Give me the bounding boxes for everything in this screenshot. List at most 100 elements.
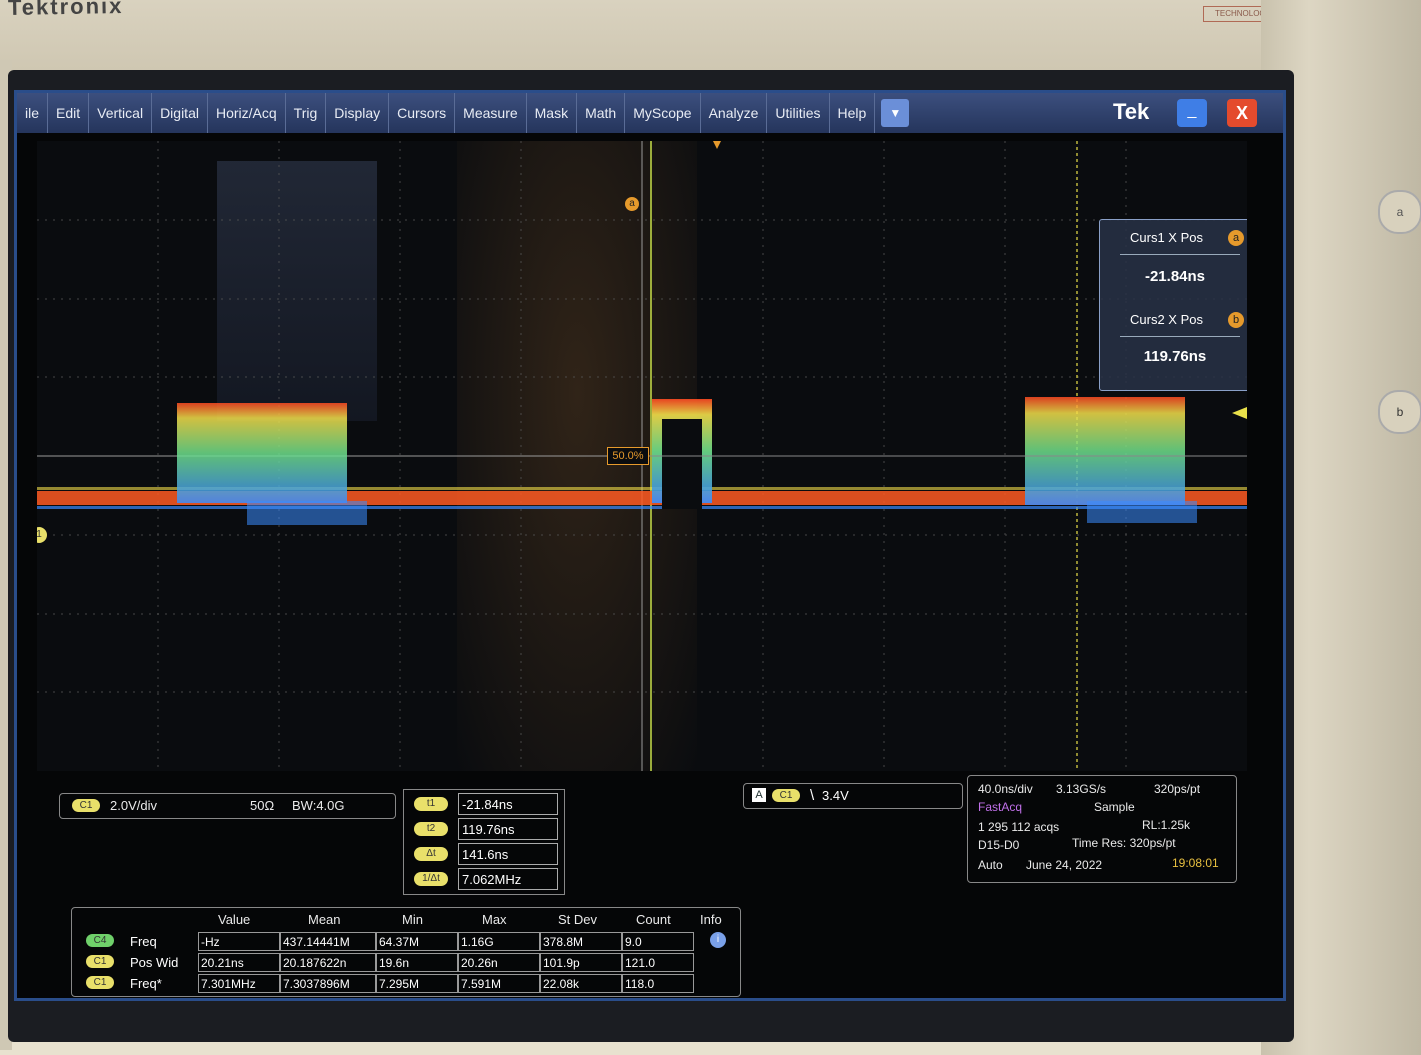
meas-cell: 121.0 xyxy=(622,953,694,972)
meas-header: Min xyxy=(402,912,423,927)
cursor-row-value: 141.6ns xyxy=(458,843,558,865)
cursor-row-tag: t2 xyxy=(414,822,448,836)
menu-measure[interactable]: Measure xyxy=(455,93,527,133)
burst-left-tail xyxy=(247,501,367,525)
cursor-row: t2 119.76ns xyxy=(404,817,564,841)
meas-header: Max xyxy=(482,912,507,927)
meas-cell: 101.9p xyxy=(540,953,622,972)
meas-row-label: Pos Wid xyxy=(130,955,179,970)
channel-scale: 2.0V/div xyxy=(110,798,157,813)
record-length: RL:1.25k xyxy=(1142,818,1191,832)
burst-left xyxy=(177,403,347,503)
sample-mode: Sample xyxy=(1094,800,1135,814)
meas-row-label: Freq* xyxy=(130,976,162,991)
meas-cell: 1.16G xyxy=(458,932,540,951)
grid-lines xyxy=(37,141,1247,771)
meas-header: Count xyxy=(636,912,671,927)
meas-cell: 64.37M xyxy=(376,932,458,951)
meas-cell: 9.0 xyxy=(622,932,694,951)
meas-row-tag: C1 xyxy=(86,955,114,968)
cursor-readout-box: Curs1 X Pos a -21.84ns Curs2 X Pos b 119… xyxy=(1099,219,1247,391)
brand-text: Tektronix xyxy=(7,0,124,21)
cursor-measurement-table: t1 -21.84ns t2 119.76ns Δt 141.6ns 1/Δt … xyxy=(403,789,565,895)
meas-cell: 20.21ns xyxy=(198,953,280,972)
cursor-a-marker[interactable]: a xyxy=(625,197,639,211)
cursor-row-tag: 1/Δt xyxy=(414,872,448,886)
meas-row-tag: C1 xyxy=(86,976,114,989)
pulse-gap xyxy=(662,419,702,509)
menu-trig[interactable]: Trig xyxy=(286,93,327,133)
close-button[interactable]: X xyxy=(1227,99,1257,127)
trigger-mode: Auto xyxy=(978,858,1003,872)
trigger-source-tag: A xyxy=(752,788,766,802)
waveform-graticule[interactable]: 50.0% a 1 Curs1 X Pos a -21.84ns Curs2 X… xyxy=(37,141,1247,771)
oscilloscope-screen: ile Edit Vertical Digital Horiz/Acq Trig… xyxy=(14,90,1286,1001)
curs1-badge: a xyxy=(1228,230,1244,246)
curs1-value: -21.84ns xyxy=(1144,268,1206,285)
meas-cell: 19.6n xyxy=(376,953,458,972)
channel-1-readout[interactable]: C1 2.0V/div 50Ω BW:4.0G xyxy=(59,793,396,819)
meas-cell: 118.0 xyxy=(622,974,694,993)
trigger-slope-icon: \ xyxy=(810,787,815,804)
acquisition-count: 1 295 112 acqs xyxy=(978,820,1060,834)
acquisition-mode: FastAcq xyxy=(978,800,1023,814)
trigger-percent-label: 50.0% xyxy=(607,447,649,465)
curs2-label: Curs2 X Pos xyxy=(1130,312,1203,327)
menu-digital[interactable]: Digital xyxy=(152,93,208,133)
curs1-divider xyxy=(1120,254,1240,255)
meas-cell: 20.187622n xyxy=(280,953,376,972)
knob-a[interactable]: a xyxy=(1378,190,1421,234)
meas-cell: 7.301MHz xyxy=(198,974,280,993)
trigger-readout[interactable]: A C1 \ 3.4V xyxy=(743,783,963,809)
menu-bar: ile Edit Vertical Digital Horiz/Acq Trig… xyxy=(17,93,1283,133)
menu-utilities[interactable]: Utilities xyxy=(767,93,830,133)
channel-tag: C1 xyxy=(72,799,100,812)
cursor-row-tag: t1 xyxy=(414,797,448,811)
curs2-value: 119.76ns xyxy=(1143,348,1207,365)
measurement-table[interactable]: Value Mean Min Max St Dev Count Info C4 … xyxy=(71,907,741,997)
sample-rate: 3.13GS/s xyxy=(1056,782,1107,796)
menu-dropdown-button[interactable]: ▼ xyxy=(881,99,910,127)
screen-reflection xyxy=(217,161,377,421)
ch1-position-marker[interactable]: 1 xyxy=(37,527,47,543)
menu-display[interactable]: Display xyxy=(326,93,390,133)
trigger-channel-tag: C1 xyxy=(772,789,800,802)
menu-file[interactable]: ile xyxy=(17,93,49,133)
menu-analyze[interactable]: Analyze xyxy=(701,93,768,133)
tek-logo: Tek xyxy=(1113,99,1150,124)
menu-vertical[interactable]: Vertical xyxy=(89,93,153,133)
trigger-level-arrow-icon xyxy=(1232,407,1247,419)
meas-cell: 378.8M xyxy=(540,932,622,951)
meas-header: Value xyxy=(218,912,251,927)
curs1-label: Curs1 X Pos xyxy=(1130,230,1203,245)
meas-cell: 437.14441M xyxy=(280,932,376,951)
menu-myscope[interactable]: MyScope xyxy=(625,93,701,133)
meas-cell: 7.591M xyxy=(458,974,540,993)
time-resolution: Time Res: 320ps/pt xyxy=(1072,836,1176,850)
channel-bandwidth: BW:4.0G xyxy=(292,798,345,813)
minimize-button[interactable]: _ xyxy=(1177,99,1207,127)
menu-math[interactable]: Math xyxy=(577,93,626,133)
meas-row-label: Freq xyxy=(130,934,157,949)
meas-header: Mean xyxy=(308,912,341,927)
menu-edit[interactable]: Edit xyxy=(48,93,90,133)
cursor-row: Δt 141.6ns xyxy=(404,842,564,866)
info-icon[interactable]: i xyxy=(710,932,726,948)
menu-help[interactable]: Help xyxy=(830,93,876,133)
curs2-divider xyxy=(1120,336,1240,337)
meas-cell: 20.26n xyxy=(458,953,540,972)
acquisition-readout[interactable]: 40.0ns/div 3.13GS/s 320ps/pt FastAcq Sam… xyxy=(967,775,1237,883)
cursor-row-value: 119.76ns xyxy=(458,818,558,840)
digital-channels: D15-D0 xyxy=(978,838,1020,852)
scope-bezel-top: Tektronix TECHNOLOGY xyxy=(0,0,1421,70)
acquisition-time: 19:08:01 xyxy=(1172,856,1219,870)
cursor-row: t1 -21.84ns xyxy=(404,792,564,816)
channel-impedance: 50Ω xyxy=(250,798,275,813)
menu-cursors[interactable]: Cursors xyxy=(389,93,456,133)
knob-b[interactable]: b xyxy=(1378,390,1421,434)
menu-horiz-acq[interactable]: Horiz/Acq xyxy=(208,93,286,133)
trigger-level: 3.4V xyxy=(822,788,849,803)
horizontal-scale: 40.0ns/div xyxy=(978,782,1033,796)
acquisition-date: June 24, 2022 xyxy=(1026,858,1103,872)
menu-mask[interactable]: Mask xyxy=(527,93,578,133)
